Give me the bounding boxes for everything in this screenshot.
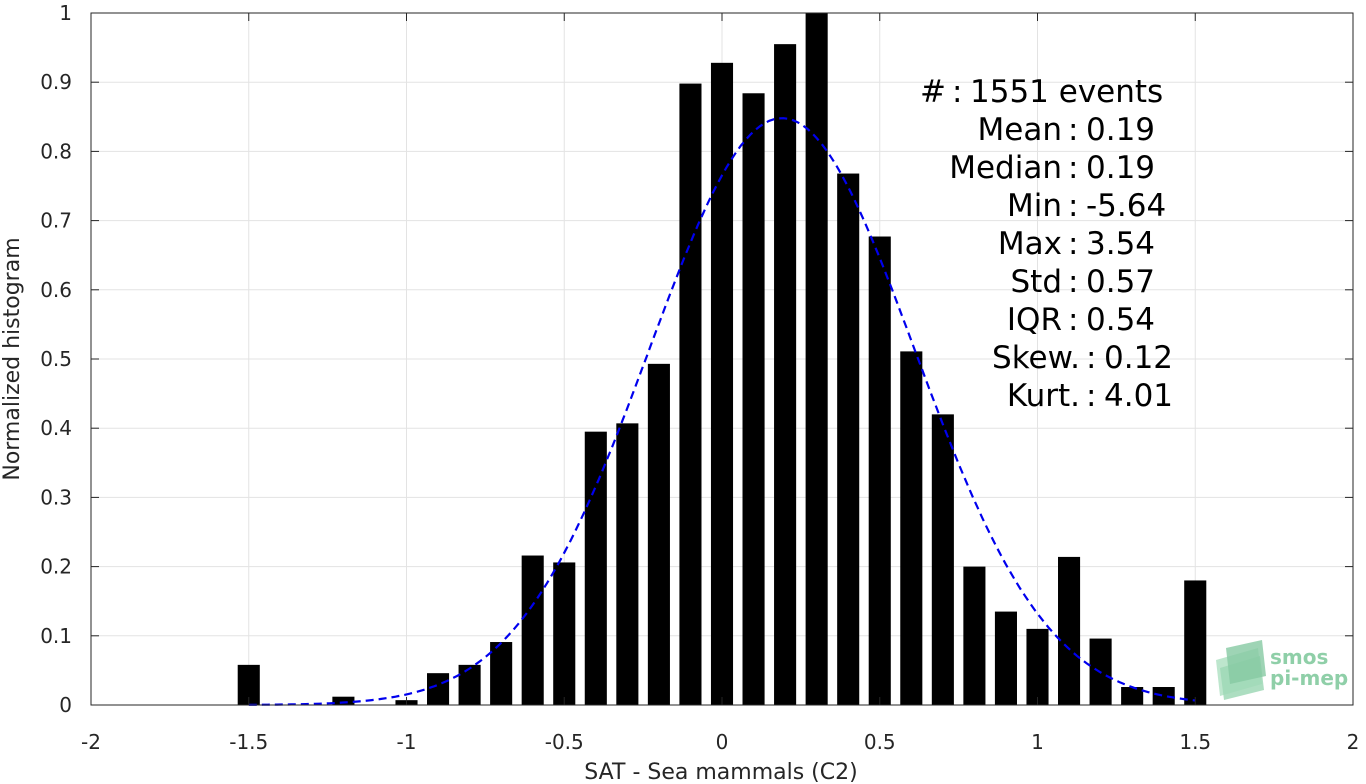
histogram-bar-13	[742, 93, 765, 706]
histogram-bar-19	[931, 414, 954, 705]
stat-value: 3.54	[1086, 226, 1155, 262]
histogram-bar-11	[679, 83, 702, 706]
y-tick-label: 0.2	[40, 555, 72, 579]
histogram-bar-12	[710, 62, 734, 706]
gaussian-fit-curve	[248, 117, 1196, 706]
histogram-bar-17	[868, 236, 891, 706]
stat-colon: :	[1068, 302, 1078, 338]
stat-colon: :	[952, 74, 962, 110]
stat-value: -5.64	[1086, 188, 1166, 224]
y-tick-label: 0.4	[40, 416, 72, 440]
x-tick-label: -1.5	[229, 730, 268, 754]
y-tick-label: 0.5	[40, 347, 72, 371]
histogram-bar-8	[584, 431, 607, 705]
histogram-bar-25	[1121, 687, 1144, 705]
stat-value: 0.57	[1086, 264, 1155, 300]
y-axis-label: Normalized histogram	[0, 237, 25, 480]
histogram-bar-21	[994, 611, 1017, 705]
stat-label: Std	[1010, 264, 1062, 300]
stat-label: Mean	[978, 112, 1062, 148]
histogram-bar-6	[521, 555, 544, 705]
x-tick-label: 1	[1031, 730, 1044, 754]
logo-text-pi-mep: pi-mep	[1270, 666, 1348, 690]
histogram-bar-18	[900, 351, 923, 705]
histogram-bar-22	[1026, 628, 1049, 705]
stat-colon: :	[1086, 378, 1096, 414]
stat-label: Max	[998, 226, 1062, 262]
stat-colon: :	[1068, 264, 1078, 300]
x-tick-label: -0.5	[545, 730, 584, 754]
y-tick-label: 0.3	[40, 485, 72, 509]
histogram-bar-15	[805, 13, 828, 705]
stat-colon: :	[1086, 340, 1096, 376]
stat-value: 1551 events	[970, 74, 1163, 110]
histogram-bar-7	[553, 562, 576, 705]
x-tick-label: 1.5	[1179, 730, 1211, 754]
stat-colon: :	[1068, 188, 1078, 224]
histogram-bar-14	[774, 44, 797, 705]
x-tick-label: 0	[716, 730, 729, 754]
y-tick-labels: 0 0.1 0.2 0.3 0.4 0.5 0.6 0.7 0.8 0.9 1	[40, 1, 72, 717]
axes	[90, 12, 1354, 706]
stat-label: Median	[949, 150, 1062, 186]
y-tick-label: 0.9	[40, 70, 72, 94]
y-tick-label: 0.8	[40, 139, 72, 163]
x-tick-label: 0.5	[864, 730, 896, 754]
stat-label: IQR	[1007, 302, 1062, 338]
x-axis-label: SAT - Sea mammals (C2)	[584, 760, 857, 784]
x-tick-label: -1	[397, 730, 417, 754]
stat-label: Min	[1007, 188, 1062, 224]
stat-label: #	[920, 74, 946, 110]
logo-layers-icon	[1216, 640, 1266, 700]
histogram-bar-23	[1058, 556, 1081, 705]
histogram-bar-9	[616, 423, 639, 705]
smos-pi-mep-logo: smos pi-mep	[1216, 640, 1348, 700]
stat-label: Kurt.	[1007, 378, 1080, 414]
histogram-bar-20	[963, 566, 986, 705]
x-tick-label: 2	[1347, 730, 1360, 754]
histogram-bar-5	[490, 642, 513, 705]
x-tick-labels: -2 -1.5 -1 -0.5 0 0.5 1 1.5 2	[81, 730, 1359, 754]
y-tick-label: 0	[59, 693, 72, 717]
stat-colon: :	[1068, 226, 1078, 262]
y-tick-label: 1	[59, 1, 72, 25]
stat-label: Skew.	[992, 340, 1080, 376]
histogram-bar-16	[837, 173, 860, 705]
histogram-bar-4	[458, 664, 481, 705]
y-tick-label: 0.6	[40, 278, 72, 302]
stat-value: 0.54	[1086, 302, 1155, 338]
stat-colon: :	[1068, 112, 1078, 148]
histogram-bar-27	[1184, 580, 1207, 705]
stat-value: 4.01	[1104, 378, 1173, 414]
histogram-bar-0	[237, 664, 260, 705]
stat-value: 0.19	[1086, 150, 1155, 186]
histogram-bar-3	[427, 673, 450, 705]
y-tick-label: 0.1	[40, 624, 72, 648]
y-tick-label: 0.7	[40, 209, 72, 233]
stat-value: 0.19	[1086, 112, 1155, 148]
histogram-bar-10	[647, 363, 670, 705]
histogram-bar-26	[1152, 687, 1175, 705]
stat-colon: :	[1068, 150, 1078, 186]
histogram-bars	[237, 13, 1207, 706]
stat-value: 0.12	[1104, 340, 1173, 376]
logo-text-smos: smos	[1270, 645, 1328, 669]
x-tick-label: -2	[81, 730, 101, 754]
histogram-bar-1	[332, 696, 355, 705]
